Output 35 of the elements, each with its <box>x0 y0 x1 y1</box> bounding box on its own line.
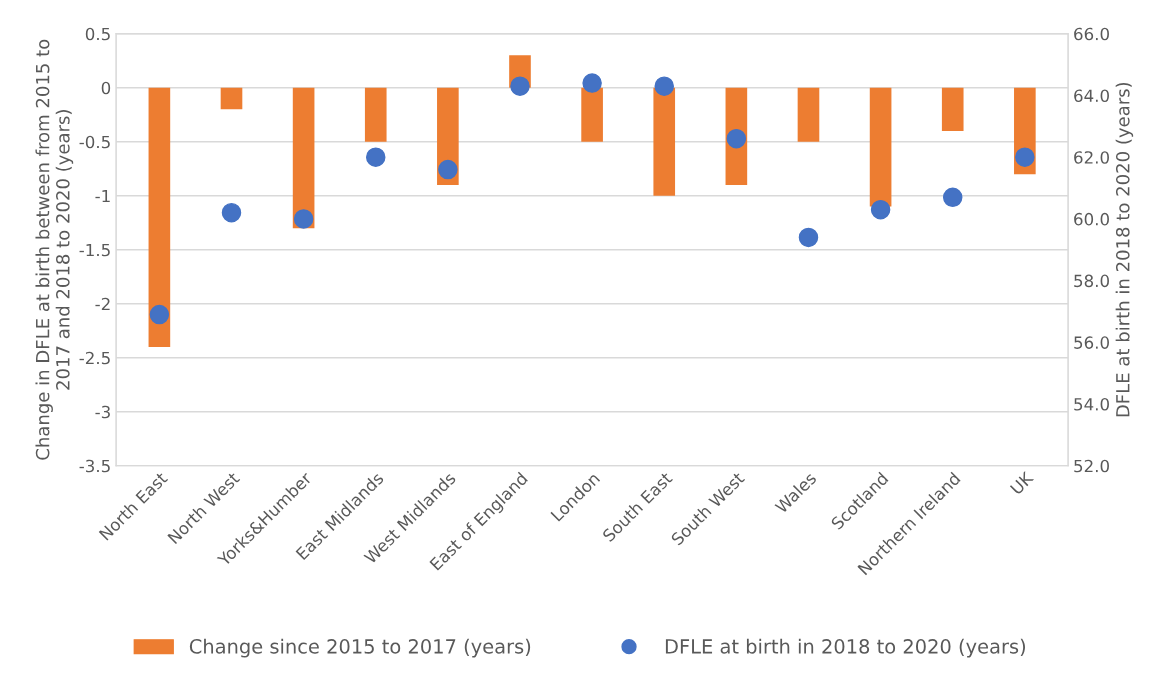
point <box>1015 147 1035 167</box>
y2-tick-label: 60.0 <box>1074 212 1109 226</box>
y-axis-title: Change in DFLE at birth between from 2015 to 2017 and 2018 to 2020 (years) <box>35 39 74 460</box>
point <box>798 227 819 248</box>
y2-tick-label: 52.0 <box>1074 459 1109 473</box>
point <box>365 147 386 167</box>
y-tick-label: 0 <box>101 81 111 95</box>
legend-label: DFLE at birth in 2018 to 2020 (years) <box>665 638 1026 658</box>
point <box>510 76 530 96</box>
y2-tick-label: 58.0 <box>1074 274 1109 288</box>
y2-tick-label: 62.0 <box>1074 151 1109 164</box>
y-tick-label: -2 <box>95 297 110 311</box>
legend-label: Change since 2015 to 2017 (years) <box>189 638 531 658</box>
point <box>293 209 314 229</box>
y-tick-label: 0.5 <box>85 27 110 41</box>
y-tick-label: -1 <box>95 189 110 203</box>
point <box>726 128 747 149</box>
y2-tick-label: 66.0 <box>1074 27 1109 41</box>
y2-tick-label: 54.0 <box>1074 398 1109 411</box>
x-tick-label: UK <box>1009 470 1035 496</box>
point <box>221 202 242 223</box>
y-tick-label: -3.5 <box>79 459 110 473</box>
y-tick-label: -2.5 <box>79 351 110 365</box>
y-tick-label: -3 <box>95 405 110 419</box>
y-tick-label: -0.5 <box>79 135 110 149</box>
point <box>582 73 602 93</box>
y2-tick-label: 64.0 <box>1074 89 1109 103</box>
point <box>438 159 458 180</box>
point <box>149 304 170 325</box>
y2-axis-title: DFLE at birth in 2018 to 2020 (years) <box>1115 82 1134 417</box>
y-tick-label: -1.5 <box>79 243 110 257</box>
y2-tick-label: 56.0 <box>1074 336 1109 349</box>
point <box>654 76 674 96</box>
point <box>942 187 963 208</box>
point <box>870 199 891 220</box>
